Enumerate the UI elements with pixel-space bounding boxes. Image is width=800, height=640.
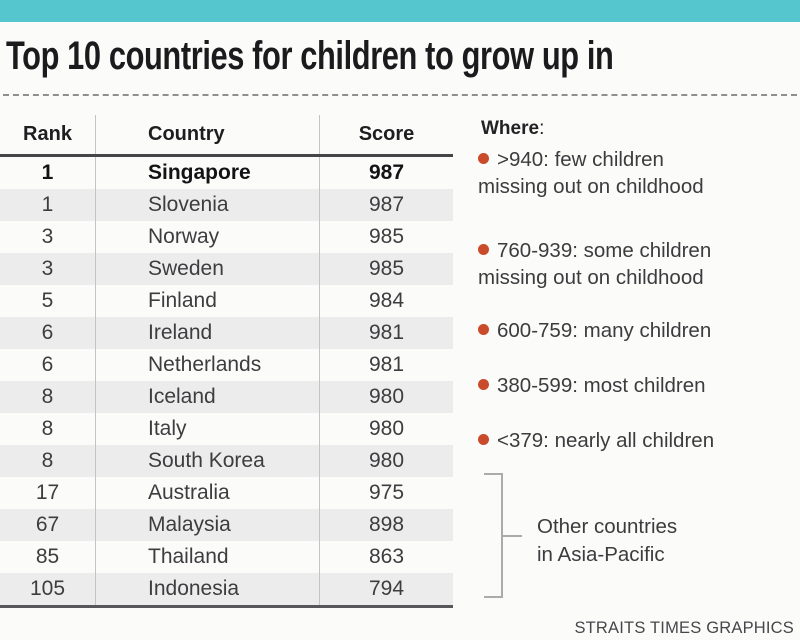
score-cell: 984 (368, 289, 405, 312)
country-cell: Thailand (95, 541, 320, 573)
rank-cell: 105 (29, 577, 66, 600)
score-cell: 981 (368, 321, 405, 344)
country-cell: Netherlands (95, 349, 320, 381)
score-cell: 898 (368, 513, 405, 536)
legend-item: 380-599: most children (478, 372, 796, 399)
score-cell: 980 (368, 449, 405, 472)
dashed-divider (3, 94, 797, 96)
table-row: 1 Slovenia 987 (0, 189, 453, 221)
table-row: 8 South Korea 980 (0, 445, 453, 477)
annotation-line1: Other countries (537, 515, 678, 538)
annotation-line2: in Asia-Pacific (537, 543, 665, 566)
rank-cell: 1 (41, 193, 54, 216)
score-cell: 794 (368, 577, 405, 600)
column-header-rank: Rank (23, 123, 72, 145)
score-cell: 980 (368, 417, 405, 440)
country-cell: Finland (95, 285, 320, 317)
table-row: 5 Finland 984 (0, 285, 453, 317)
rank-cell: 8 (41, 417, 54, 440)
score-cell: 863 (368, 545, 405, 568)
table-row: 6 Netherlands 981 (0, 349, 453, 381)
legend-item-text-line2: missing out on childhood (478, 266, 704, 289)
rank-cell: 8 (41, 449, 54, 472)
bullet-dot-icon (478, 244, 489, 255)
legend-item-text: 600-759: many children (497, 319, 712, 342)
legend-title-text: Where (481, 118, 540, 139)
rank-cell: 85 (35, 545, 60, 568)
bullet-dot-icon (478, 153, 489, 164)
legend-item: 760-939: some children missing out on chi… (478, 237, 796, 291)
rank-cell: 3 (41, 225, 54, 248)
bracket-annotation: Other countries in Asia-Pacific (537, 513, 677, 569)
table-row: 8 Italy 980 (0, 413, 453, 445)
bullet-dot-icon (478, 379, 489, 390)
table-row: 85 Thailand 863 (0, 541, 453, 573)
page-title: Top 10 countries for children to grow up… (6, 34, 614, 78)
score-cell: 987 (368, 193, 405, 216)
rank-cell: 3 (41, 257, 54, 280)
legend-title: Where: (481, 118, 544, 140)
legend-item-text: >940: few children (497, 148, 664, 171)
table-row: 8 Iceland 980 (0, 381, 453, 413)
legend-item: >940: few children missing out on childho… (478, 146, 796, 200)
legend-item-text: 380-599: most children (497, 374, 706, 397)
country-cell: Slovenia (95, 189, 320, 221)
legend-item-text: 760-939: some children (497, 239, 712, 262)
country-cell: Iceland (95, 381, 320, 413)
bullet-dot-icon (478, 324, 489, 335)
table-row: 17 Australia 975 (0, 477, 453, 509)
table-row: 6 Ireland 981 (0, 317, 453, 349)
table-row: 3 Norway 985 (0, 221, 453, 253)
legend-item: <379: nearly all children (478, 427, 796, 454)
country-cell: Ireland (95, 317, 320, 349)
table-row: 3 Sweden 985 (0, 253, 453, 285)
rank-cell: 1 (41, 161, 54, 184)
bullet-dot-icon (478, 434, 489, 445)
legend-item: 600-759: many children (478, 317, 796, 344)
table-row: 67 Malaysia 898 (0, 509, 453, 541)
bracket-tick (501, 535, 522, 537)
column-header-score: Score (358, 123, 415, 145)
country-cell: Indonesia (95, 573, 320, 605)
score-cell: 985 (368, 225, 405, 248)
legend-title-colon: : (539, 118, 545, 139)
score-cell: 981 (368, 353, 405, 376)
legend-item-text: <379: nearly all children (497, 429, 715, 452)
table-row: 1 Singapore 987 (0, 157, 453, 189)
country-cell: South Korea (95, 445, 320, 477)
country-cell: Malaysia (95, 509, 320, 541)
rank-cell: 17 (35, 481, 60, 504)
table-header-row: Rank Country Score (0, 115, 453, 157)
top-accent-bar (0, 0, 800, 22)
rank-cell: 67 (35, 513, 60, 536)
source-credit: STRAITS TIMES GRAPHICS (574, 619, 794, 637)
legend-item-text-line2: missing out on childhood (478, 175, 704, 198)
score-cell: 987 (368, 161, 405, 184)
score-cell: 985 (368, 257, 405, 280)
country-cell: Italy (95, 413, 320, 445)
rank-cell: 6 (41, 321, 54, 344)
country-cell: Australia (95, 477, 320, 509)
score-cell: 980 (368, 385, 405, 408)
country-cell: Sweden (95, 253, 320, 285)
rank-cell: 6 (41, 353, 54, 376)
rank-cell: 8 (41, 385, 54, 408)
ranking-table: Rank Country Score 1 Singapore 987 1 Slo… (0, 115, 453, 608)
country-cell: Norway (95, 221, 320, 253)
column-header-country: Country (95, 115, 320, 154)
country-cell: Singapore (95, 157, 320, 189)
rank-cell: 5 (41, 289, 54, 312)
table-row: 105 Indonesia 794 (0, 573, 453, 605)
score-cell: 975 (368, 481, 405, 504)
